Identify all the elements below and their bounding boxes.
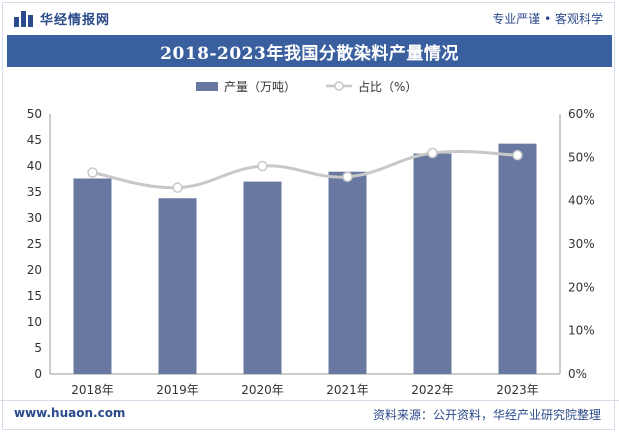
y-right-tick-label: 0% xyxy=(568,367,587,381)
brand[interactable]: 华经情报网 xyxy=(14,9,110,28)
bar xyxy=(413,153,452,374)
y-left-tick-label: 5 xyxy=(34,341,42,355)
bar xyxy=(328,171,367,374)
y-left-tick-label: 40 xyxy=(27,159,42,173)
bar xyxy=(73,178,112,374)
line-point xyxy=(342,171,353,183)
y-left-tick-label: 45 xyxy=(27,133,42,147)
line-point xyxy=(257,160,268,172)
x-tick-label: 2021年 xyxy=(326,383,369,397)
bar xyxy=(498,143,537,374)
y-right-tick-label: 40% xyxy=(568,194,595,208)
y-right-tick-label: 10% xyxy=(568,324,595,338)
legend-label-bar: 产量（万吨） xyxy=(224,80,296,94)
slogan: 专业严谨 • 客观科学 xyxy=(492,12,603,26)
footer: www.huaon.com 资料来源：公开资料，华经产业研究院整理 xyxy=(0,400,619,435)
y-right-tick-label: 60% xyxy=(568,107,595,121)
x-tick-label: 2020年 xyxy=(241,383,284,397)
top-bar: 华经情报网 专业严谨 • 客观科学 xyxy=(0,0,619,34)
line-point xyxy=(172,182,183,193)
y-right-tick-label: 20% xyxy=(568,280,595,294)
share-line xyxy=(92,149,518,190)
source-note: 资料来源：公开资料，华经产业研究院整理 xyxy=(372,408,601,422)
website-link[interactable]: www.huaon.com xyxy=(14,406,126,420)
brand-logo-icon xyxy=(14,10,34,27)
legend-marker-line xyxy=(334,81,344,91)
legend-swatch-bar xyxy=(196,82,218,91)
y-left-tick-label: 25 xyxy=(27,237,42,251)
y-left-tick-label: 10 xyxy=(27,315,42,329)
line-point xyxy=(512,149,523,161)
y-left-tick-label: 50 xyxy=(27,107,42,121)
chart-area: 产量（万吨） 占比（%） 0 5 10 15 20 25 30 35 40 45 50 0% 10% 20% 3… xyxy=(27,79,595,397)
y-right-tick-label: 30% xyxy=(568,237,595,251)
bar xyxy=(158,198,197,374)
chart-title: 2018-2023年我国分散染料产量情况 xyxy=(160,43,459,64)
y-left-tick-label: 15 xyxy=(27,289,42,303)
x-tick-label: 2022年 xyxy=(411,383,454,397)
line-point xyxy=(87,167,98,178)
y-right-tick-label: 50% xyxy=(568,150,595,164)
title-bar: 2018-2023年我国分散染料产量情况 xyxy=(7,35,612,67)
bar xyxy=(243,181,282,374)
x-tick-label: 2018年 xyxy=(71,383,114,397)
y-left-tick-label: 35 xyxy=(27,185,42,199)
x-tick-label: 2023年 xyxy=(496,383,539,397)
brand-name: 华经情报网 xyxy=(40,13,111,28)
y-left-tick-label: 0 xyxy=(34,367,42,381)
line-point xyxy=(427,147,438,159)
chart-frame xyxy=(2,2,615,430)
legend-label-line: 占比（%） xyxy=(358,79,417,94)
y-left-tick-label: 30 xyxy=(27,211,42,225)
x-tick-label: 2019年 xyxy=(156,383,199,397)
y-left-tick-label: 20 xyxy=(27,263,42,277)
